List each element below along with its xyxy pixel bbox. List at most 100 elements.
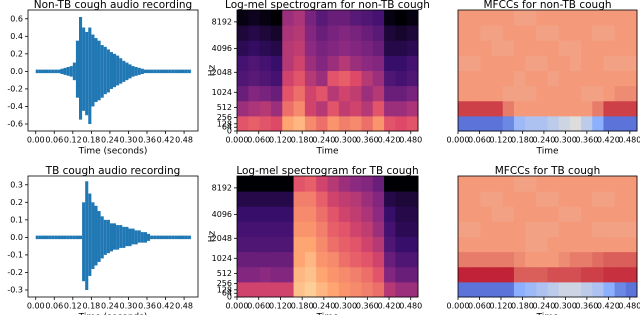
heatmap-cell xyxy=(491,266,504,283)
heatmap-cell xyxy=(316,236,328,253)
heatmap-cell xyxy=(316,206,328,222)
heatmap-cell xyxy=(395,70,408,87)
heatmap-cell xyxy=(502,25,515,41)
heatmap-cell xyxy=(270,25,283,41)
heatmap-cell xyxy=(558,281,571,298)
waveform-sample xyxy=(72,62,76,81)
heatmap-cell xyxy=(469,40,481,56)
heatmap-cell xyxy=(384,191,396,207)
heatmap-cell xyxy=(603,85,616,102)
waveform-sample xyxy=(156,235,160,240)
y-tick-label: 8192 xyxy=(212,183,232,192)
heatmap-cell xyxy=(384,25,396,41)
heatmap-cell xyxy=(237,236,249,253)
heatmap-cell xyxy=(270,100,283,117)
y-tick-label: 0 xyxy=(227,293,232,302)
axes-frame xyxy=(27,9,199,132)
heatmap-cell xyxy=(614,236,627,253)
heatmap-cell xyxy=(458,70,470,87)
heatmap-cell xyxy=(491,70,504,87)
heatmap-cell xyxy=(248,281,261,298)
heatmap-cell xyxy=(406,266,419,283)
heatmap-cell xyxy=(547,25,560,41)
heatmap-cell xyxy=(248,115,261,132)
heatmap-cell xyxy=(469,10,481,26)
heatmap-cell xyxy=(525,115,537,132)
x-tick-label: 0.48 xyxy=(175,302,193,311)
heatmap-cell xyxy=(491,281,504,298)
heatmap-cell xyxy=(603,70,616,87)
heatmap-cell xyxy=(569,40,582,56)
axes-frame xyxy=(27,175,199,298)
y-tick-label: 1024 xyxy=(212,254,232,263)
waveform-sample xyxy=(122,60,126,82)
heatmap-cell xyxy=(525,10,537,26)
heatmap-cell xyxy=(581,100,593,117)
heatmap-cell xyxy=(338,251,351,268)
heatmap-cell xyxy=(592,191,604,207)
heatmap-cell xyxy=(248,70,261,87)
x-tick-label: 0.00 xyxy=(27,136,45,145)
heatmap-cell xyxy=(338,40,351,56)
x-tick-label: 0.060 xyxy=(468,302,491,311)
heatmap-cell xyxy=(458,85,470,102)
heatmap-cell xyxy=(395,236,408,253)
heatmap-cell xyxy=(384,281,396,298)
heatmap-cell xyxy=(372,236,385,253)
y-tick-label: 4096 xyxy=(212,44,232,53)
y-tick-label: 0 xyxy=(227,127,232,136)
x-tick-label: 0.240 xyxy=(532,136,555,145)
y-tick-label: 0.2 xyxy=(10,49,23,58)
heatmap-cell xyxy=(558,25,571,41)
heatmap-cell xyxy=(406,176,419,192)
heatmap-cell xyxy=(372,10,385,26)
heatmap-cell xyxy=(525,176,537,192)
heatmap-cell xyxy=(547,70,560,87)
heatmap-cell xyxy=(513,176,526,192)
heatmap-cell xyxy=(513,281,526,298)
y-axis-label: Hz xyxy=(208,230,218,242)
heatmap-cell xyxy=(316,191,328,207)
heatmap-cell xyxy=(406,281,419,298)
heatmap-cell xyxy=(558,221,571,237)
heatmap-cell xyxy=(395,55,408,71)
heatmap-cell xyxy=(502,10,515,26)
heatmap-cell xyxy=(569,10,582,26)
waveform-sample xyxy=(48,235,52,240)
heatmap-cell xyxy=(406,85,419,102)
heatmap-cell xyxy=(547,100,560,117)
heatmap-cell xyxy=(406,40,419,56)
waveform-sample xyxy=(103,219,107,255)
x-tick-label: 0.420 xyxy=(378,136,401,145)
heatmap-cell xyxy=(395,40,408,56)
y-tick-label: 0.4 xyxy=(10,32,23,41)
heatmap-cell xyxy=(458,251,470,268)
waveform-sample xyxy=(79,17,83,120)
heatmap-cell xyxy=(458,266,470,283)
heatmap-cell xyxy=(558,55,571,71)
heatmap-cell xyxy=(361,85,374,102)
heatmap-cell xyxy=(502,40,515,56)
heatmap-cell xyxy=(350,191,362,207)
heatmap-cell xyxy=(338,85,351,102)
heatmap-cell xyxy=(625,70,638,87)
heatmap-cell xyxy=(536,85,548,102)
heatmap-cell xyxy=(502,221,515,237)
heatmap-cell xyxy=(547,85,560,102)
waveform-sample xyxy=(106,49,110,93)
heatmap-cell xyxy=(625,206,638,222)
waveform-sample xyxy=(147,69,151,74)
heatmap-cell xyxy=(406,206,419,222)
waveform-sample xyxy=(174,69,178,74)
heatmap-cell xyxy=(547,221,560,237)
heatmap-cell xyxy=(316,55,328,71)
heatmap-cell xyxy=(395,191,408,207)
heatmap-cell xyxy=(338,10,351,26)
heatmap-cell xyxy=(547,115,560,132)
heatmap-cell xyxy=(547,40,560,56)
heatmap-cell xyxy=(248,40,261,56)
heatmap-cell xyxy=(480,25,493,41)
heatmap-cell xyxy=(237,115,249,132)
waveform-sample xyxy=(41,69,45,74)
heatmap-cell xyxy=(248,10,261,26)
